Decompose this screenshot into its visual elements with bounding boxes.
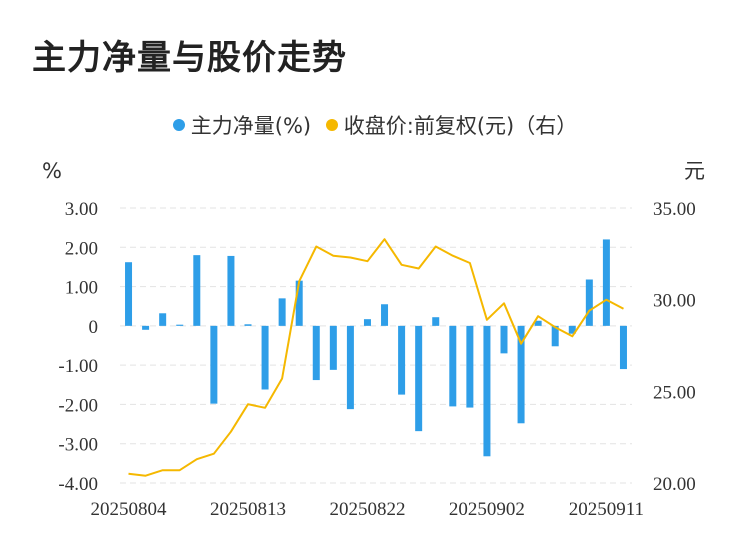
left-axis: 3.00 2.00 1.00 0 -1.00 -2.00 -3.00 -4.00 <box>58 199 98 495</box>
x-tick-label: 20250902 <box>449 499 525 520</box>
line-series <box>128 238 624 477</box>
net-volume-bar[interactable] <box>551 325 559 347</box>
legend-label-close-price: 收盘价:前复权(元)（右） <box>343 114 578 138</box>
chart-title: 主力净量与股价走势 <box>32 38 347 78</box>
net-volume-bar[interactable] <box>159 313 167 326</box>
grid-lines <box>120 207 632 484</box>
right-tick-label: 20.00 <box>653 474 696 495</box>
legend: 主力净量(%) 收盘价:前复权(元)（右） <box>0 110 750 140</box>
net-volume-bar[interactable] <box>534 320 542 326</box>
net-volume-bar[interactable] <box>449 325 457 407</box>
x-tick-label: 20250804 <box>91 499 168 520</box>
x-tick-label: 20250822 <box>329 499 405 520</box>
net-volume-bar[interactable] <box>210 325 218 404</box>
x-tick-label: 20250813 <box>210 499 286 520</box>
net-volume-bar[interactable] <box>517 325 525 424</box>
net-volume-bar[interactable] <box>295 280 303 326</box>
net-volume-bar[interactable] <box>346 325 354 410</box>
net-volume-bar[interactable] <box>619 325 627 370</box>
net-volume-bar[interactable] <box>602 239 610 326</box>
legend-dot-net-volume <box>172 119 185 131</box>
net-volume-bar[interactable] <box>142 325 150 330</box>
net-volume-bar[interactable] <box>432 317 440 326</box>
left-tick-label: 1.00 <box>65 278 98 299</box>
left-tick-label: 0 <box>89 317 99 338</box>
legend-item-net-volume[interactable]: 主力净量(%) <box>172 110 312 140</box>
legend-dot-close-price <box>325 119 338 131</box>
bar-series <box>125 239 627 457</box>
left-tick-label: -4.00 <box>58 474 98 495</box>
net-volume-bar[interactable] <box>278 298 286 326</box>
close-price-line[interactable] <box>128 238 624 477</box>
legend-label-net-volume: 主力净量(%) <box>190 114 312 138</box>
net-volume-bar[interactable] <box>363 319 371 326</box>
x-axis: 20250804 20250813 20250822 20250902 20250911 <box>91 499 645 520</box>
legend-item-close-price[interactable]: 收盘价:前复权(元)（右） <box>325 110 578 140</box>
left-tick-label: -2.00 <box>58 395 98 416</box>
net-volume-bar[interactable] <box>568 325 576 334</box>
net-volume-bar[interactable] <box>176 324 184 326</box>
net-volume-bar[interactable] <box>415 325 423 432</box>
right-tick-label: 30.00 <box>653 291 696 312</box>
net-volume-bar[interactable] <box>466 325 474 408</box>
left-tick-label: 3.00 <box>65 199 98 220</box>
net-volume-bar[interactable] <box>381 304 389 326</box>
net-volume-bar[interactable] <box>329 325 337 370</box>
net-volume-bar[interactable] <box>500 325 508 354</box>
left-tick-label: 2.00 <box>65 238 98 259</box>
x-tick-label: 20250911 <box>569 499 644 520</box>
left-tick-label: -1.00 <box>58 356 98 377</box>
left-axis-unit: % <box>42 159 62 183</box>
right-axis: 35.00 30.00 25.00 20.00 <box>653 199 696 495</box>
right-tick-label: 35.00 <box>653 199 696 220</box>
net-volume-bar[interactable] <box>312 325 320 381</box>
net-volume-bar[interactable] <box>261 325 269 390</box>
left-tick-label: -3.00 <box>58 435 98 456</box>
net-volume-bar[interactable] <box>398 325 406 395</box>
net-volume-bar[interactable] <box>227 255 235 326</box>
net-volume-bar[interactable] <box>585 279 593 326</box>
net-volume-bar[interactable] <box>125 262 133 326</box>
net-volume-bar[interactable] <box>483 325 491 457</box>
right-axis-unit: 元 <box>684 159 705 183</box>
net-volume-bar[interactable] <box>244 324 252 326</box>
net-volume-bar[interactable] <box>193 255 201 326</box>
right-tick-label: 25.00 <box>653 382 696 403</box>
